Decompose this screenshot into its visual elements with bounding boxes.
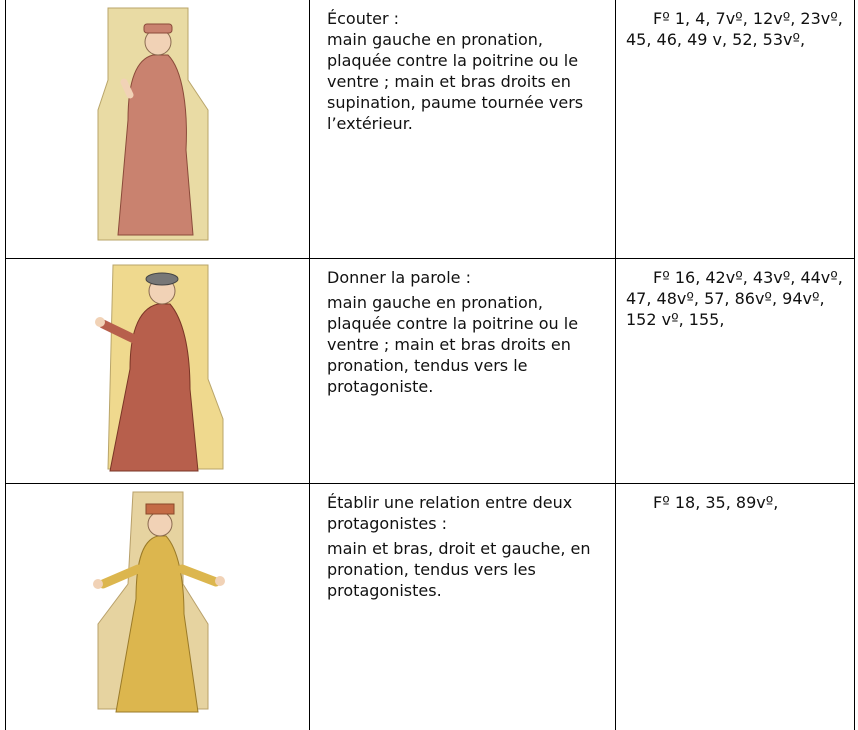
- figure-cell: [5, 482, 310, 730]
- folios-cell: Fº 1, 4, 7vº, 12vº, 23vº, 45, 46, 49 v, …: [615, 0, 855, 259]
- gesture-cell: Donner la parole : main gauche en pronat…: [309, 257, 616, 484]
- folios: Fº 16, 42vº, 43vº, 44vº, 47, 48vº, 57, 8…: [626, 267, 843, 329]
- folios-cell: Fº 18, 35, 89vº,: [615, 482, 855, 730]
- gesture-description: main gauche en pronation, plaquée contre…: [327, 30, 584, 133]
- gesture-cell: Écouter : main gauche en pronation, plaq…: [309, 0, 616, 259]
- gesture-title: Donner la parole :: [327, 267, 471, 287]
- figure-illustration: [94, 264, 223, 471]
- table-row: Établir une relation entre deux protagon…: [5, 482, 855, 730]
- table-row: Écouter : main gauche en pronation, plaq…: [5, 0, 855, 259]
- figure-illustration: [92, 491, 225, 712]
- figure-cell: [5, 257, 310, 484]
- folios: Fº 1, 4, 7vº, 12vº, 23vº, 45, 46, 49 v, …: [626, 9, 843, 49]
- gesture-description: main et bras, droit et gauche, en pronat…: [327, 538, 591, 600]
- gesture-description: main gauche en pronation, plaquée contre…: [327, 292, 579, 396]
- table-row: Donner la parole : main gauche en pronat…: [5, 257, 855, 484]
- folios: Fº 18, 35, 89vº,: [653, 492, 779, 512]
- gesture-table: Écouter : main gauche en pronation, plaq…: [5, 0, 855, 730]
- gesture-title: Établir une relation entre deux protagon…: [327, 492, 573, 533]
- gesture-title: Écouter :: [327, 9, 400, 28]
- folios-cell: Fº 16, 42vº, 43vº, 44vº, 47, 48vº, 57, 8…: [615, 257, 855, 484]
- figure-illustration: [97, 7, 208, 241]
- figure-cell: [5, 0, 310, 259]
- gesture-cell: Établir une relation entre deux protagon…: [309, 482, 616, 730]
